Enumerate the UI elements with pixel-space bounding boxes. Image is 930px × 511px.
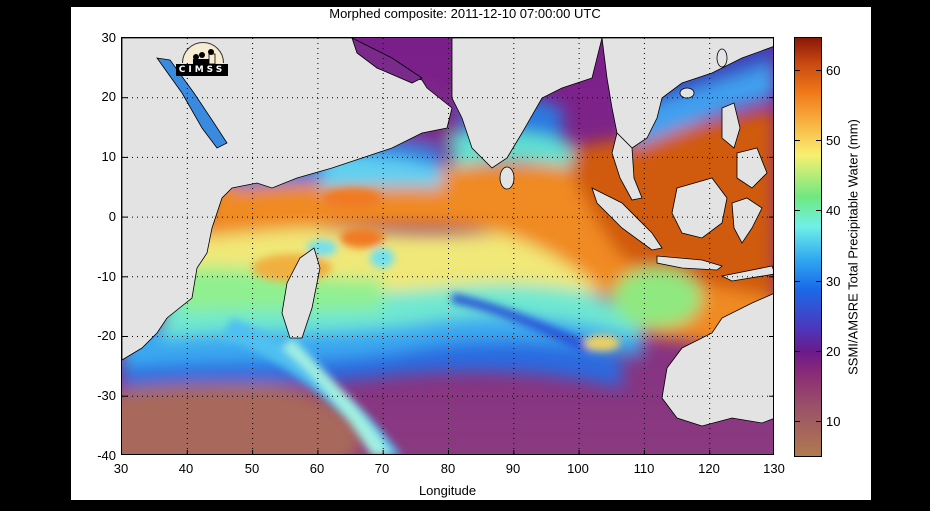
axis-ticks xyxy=(122,97,773,454)
xtick-80: 80 xyxy=(440,461,456,476)
y-axis-label: Latitude xyxy=(46,222,62,270)
colorbar-tick-60: 60 xyxy=(826,63,841,78)
ytick-0: 0 xyxy=(108,209,116,224)
x-axis-label: Longitude xyxy=(418,483,477,498)
colorbar-tick-30: 30 xyxy=(826,274,841,289)
ytick-10: 10 xyxy=(101,149,116,164)
figure-title: Morphed composite: 2011-12-10 07:00:00 U… xyxy=(329,6,601,21)
ytick-minus40: -40 xyxy=(97,448,116,463)
land xyxy=(122,38,773,427)
xtick-120: 120 xyxy=(698,461,720,476)
xtick-40: 40 xyxy=(178,461,194,476)
xtick-130: 130 xyxy=(763,461,785,476)
map-axes xyxy=(121,37,774,455)
ytick-minus20: -20 xyxy=(97,328,116,343)
colorbar xyxy=(794,37,822,457)
colorbar-tick-10: 10 xyxy=(826,414,841,429)
xtick-110: 110 xyxy=(633,461,655,476)
colorbar-tick-50: 50 xyxy=(826,133,841,148)
ytick-minus10: -10 xyxy=(97,269,116,284)
xtick-100: 100 xyxy=(567,461,589,476)
xtick-30: 30 xyxy=(113,461,129,476)
cimss-logo: CIMSS xyxy=(176,42,228,76)
xtick-60: 60 xyxy=(309,461,325,476)
tpw-heatmap xyxy=(122,38,773,454)
xtick-90: 90 xyxy=(505,461,521,476)
xtick-70: 70 xyxy=(374,461,390,476)
ytick-20: 20 xyxy=(101,89,116,104)
colorbar-label: SSMI/AMSRE Total Precipitable Water (mm) xyxy=(845,119,861,375)
colorbar-tick-20: 20 xyxy=(826,344,841,359)
ytick-minus30: -30 xyxy=(97,388,116,403)
ytick-30: 30 xyxy=(101,30,116,45)
logo-text: CIMSS xyxy=(176,64,228,76)
xtick-50: 50 xyxy=(244,461,260,476)
colorbar-tick-40: 40 xyxy=(826,203,841,218)
logo-figures-icon xyxy=(193,49,216,64)
